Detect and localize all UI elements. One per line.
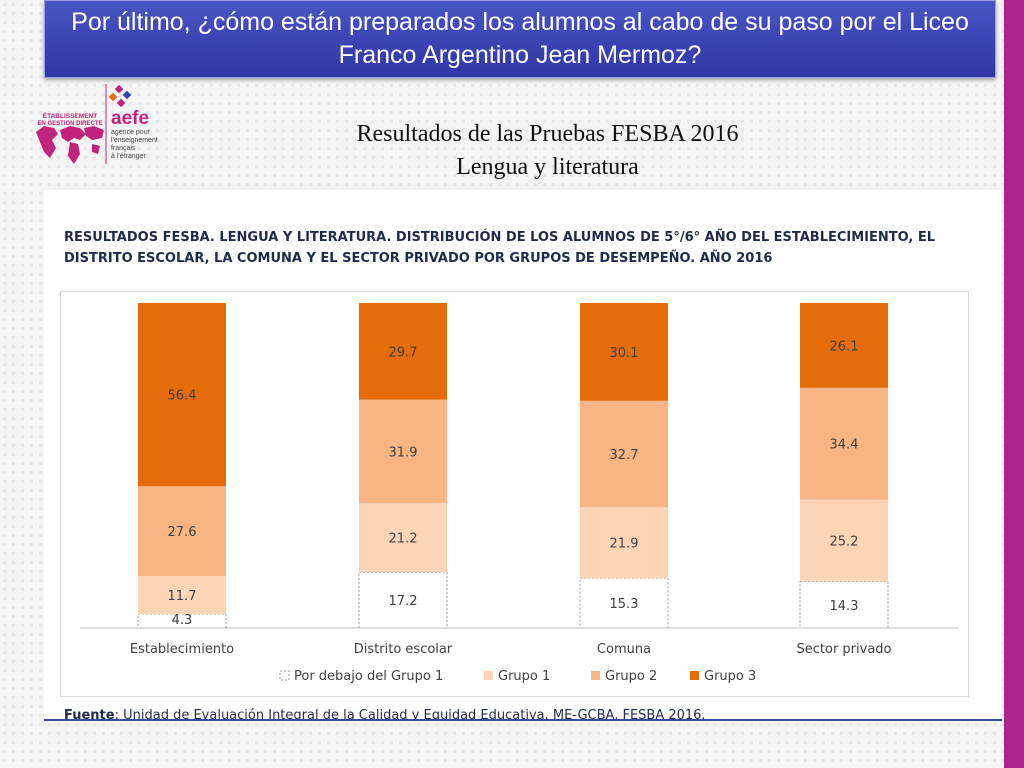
- data-label-establecimiento-por-debajo-del-grupo-1: 4.3: [172, 613, 193, 628]
- legend-swatch-grupo-1: [484, 671, 493, 680]
- data-label-distrito-escolar-grupo-1: 21.2: [389, 532, 418, 547]
- logo-desc-line2: l'enseignement: [111, 137, 158, 144]
- data-label-distrito-escolar-grupo-3: 29.7: [389, 345, 418, 360]
- data-label-comuna-por-debajo-del-grupo-1: 15.3: [610, 597, 639, 612]
- legend-swatch-grupo-2: [591, 671, 600, 680]
- bar-segment-sector-privado-grupo-3: [800, 303, 888, 388]
- x-tick-label-comuna: Comuna: [597, 642, 651, 657]
- legend-label-grupo-1: Grupo 1: [498, 669, 550, 684]
- world-map-icon: [36, 126, 104, 164]
- accent-bar: [1004, 0, 1024, 768]
- bar-segment-sector-privado-grupo-2: [800, 387, 888, 500]
- logo-tag-line2: EN GESTION DIRECTE: [37, 121, 102, 127]
- x-tick-label-establecimiento: Establecimiento: [130, 642, 234, 657]
- data-label-comuna-grupo-1: 21.9: [610, 537, 639, 552]
- bar-segment-sector-privado-grupo-1: [800, 499, 888, 582]
- legend-item-grupo-3: Grupo 3: [690, 669, 756, 684]
- bar-segment-comuna-grupo-3: [580, 303, 668, 401]
- source-label: Fuente: [64, 708, 115, 720]
- slide-title-line2: Lengua y literatura: [456, 154, 639, 180]
- data-label-establecimiento-grupo-1: 11.7: [168, 589, 197, 604]
- source-note: Fuente: Unidad de Evaluación Integral de…: [64, 707, 784, 720]
- data-label-comuna-grupo-3: 30.1: [610, 346, 639, 361]
- legend-swatch-por-debajo-del-grupo-1: [279, 670, 290, 681]
- logo-desc-line4: à l'étranger: [111, 153, 146, 160]
- slide-title-line1: Resultados de las Pruebas FESBA 2016: [356, 121, 739, 147]
- aefe-emblem: [108, 84, 132, 108]
- chart-title-line2: DISTRITO ESCOLAR, LA COMUNA Y EL SECTOR …: [64, 251, 773, 266]
- data-label-sector-privado-por-debajo-del-grupo-1: 14.3: [830, 599, 859, 614]
- legend: Por debajo del Grupo 1 Grupo 1 Grupo 2 Grup…: [279, 669, 756, 684]
- bar-segment-comuna-por-debajo-del-grupo-1: [579, 577, 669, 629]
- bar-segment-comuna-grupo-1: [580, 507, 668, 579]
- legend-swatch-grupo-3: [690, 671, 699, 680]
- legend-label-grupo-2: Grupo 2: [605, 669, 657, 684]
- logo-desc-line1: agence pour: [111, 129, 151, 136]
- chart-title: RESULTADOS FESBA. LENGUA Y LITERATURA. D…: [64, 227, 984, 269]
- bar-segment-comuna-grupo-2: [580, 400, 668, 508]
- x-tick-label-sector-privado: Sector privado: [797, 642, 892, 657]
- bar-segment-establecimiento-grupo-1: [138, 576, 226, 615]
- data-label-establecimiento-grupo-2: 27.6: [168, 525, 197, 540]
- legend-item-grupo-1: Grupo 1: [484, 669, 550, 684]
- logo-brand: aefe: [111, 108, 149, 129]
- slide-title: Resultados de las Pruebas FESBA 2016 Len…: [250, 118, 845, 184]
- banner-title: Por último, ¿cómo están preparados los a…: [44, 0, 996, 78]
- bars-layer: 4.3 11.7 27.6 56.4 17.2 21.2 31.9 29.7 15.3 21.9 3…: [137, 303, 889, 629]
- legend-label-por-debajo-del-grupo-1: Por debajo del Grupo 1: [294, 669, 443, 684]
- x-ticks-layer: Establecimiento Distrito escolar Comuna Sec…: [130, 642, 892, 657]
- data-label-sector-privado-grupo-3: 26.1: [830, 339, 859, 354]
- source-text: : Unidad de Evaluación Integral de la Ca…: [114, 708, 706, 720]
- legend-item-grupo-2: Grupo 2: [591, 669, 657, 684]
- bar-segment-establecimiento-grupo-2: [138, 486, 226, 576]
- x-tick-label-distrito-escolar: Distrito escolar: [354, 642, 453, 657]
- bar-segment-distrito-escolar-grupo-3: [359, 303, 447, 400]
- logo-tag-line1: ÉTABLISSEMENT: [43, 111, 97, 120]
- data-label-sector-privado-grupo-1: 25.2: [830, 535, 859, 550]
- bar-segment-distrito-escolar-grupo-2: [359, 399, 447, 504]
- data-label-comuna-grupo-2: 32.7: [610, 448, 639, 463]
- bar-segment-sector-privado-por-debajo-del-grupo-1: [799, 581, 889, 629]
- legend-item-por-debajo-del-grupo-1: Por debajo del Grupo 1: [279, 669, 443, 684]
- stacked-bar-chart: 4.3 11.7 27.6 56.4 17.2 21.2 31.9 29.7 15.3 21.9 3…: [60, 291, 969, 697]
- legend-label-grupo-3: Grupo 3: [704, 669, 756, 684]
- aefe-logo: ÉTABLISSEMENT EN GESTION DIRECTE aefe ag…: [36, 84, 158, 164]
- bar-segment-establecimiento-grupo-3: [138, 303, 226, 487]
- bottom-rule: [44, 719, 1002, 721]
- chart-title-line1: RESULTADOS FESBA. LENGUA Y LITERATURA. D…: [64, 230, 936, 245]
- data-label-sector-privado-grupo-2: 34.4: [830, 438, 859, 453]
- data-label-distrito-escolar-por-debajo-del-grupo-1: 17.2: [389, 594, 418, 609]
- bar-segment-distrito-escolar-grupo-1: [359, 503, 447, 573]
- logo-desc-line3: français: [111, 145, 136, 152]
- data-label-distrito-escolar-grupo-2: 31.9: [389, 445, 418, 460]
- data-label-establecimiento-grupo-3: 56.4: [168, 389, 197, 404]
